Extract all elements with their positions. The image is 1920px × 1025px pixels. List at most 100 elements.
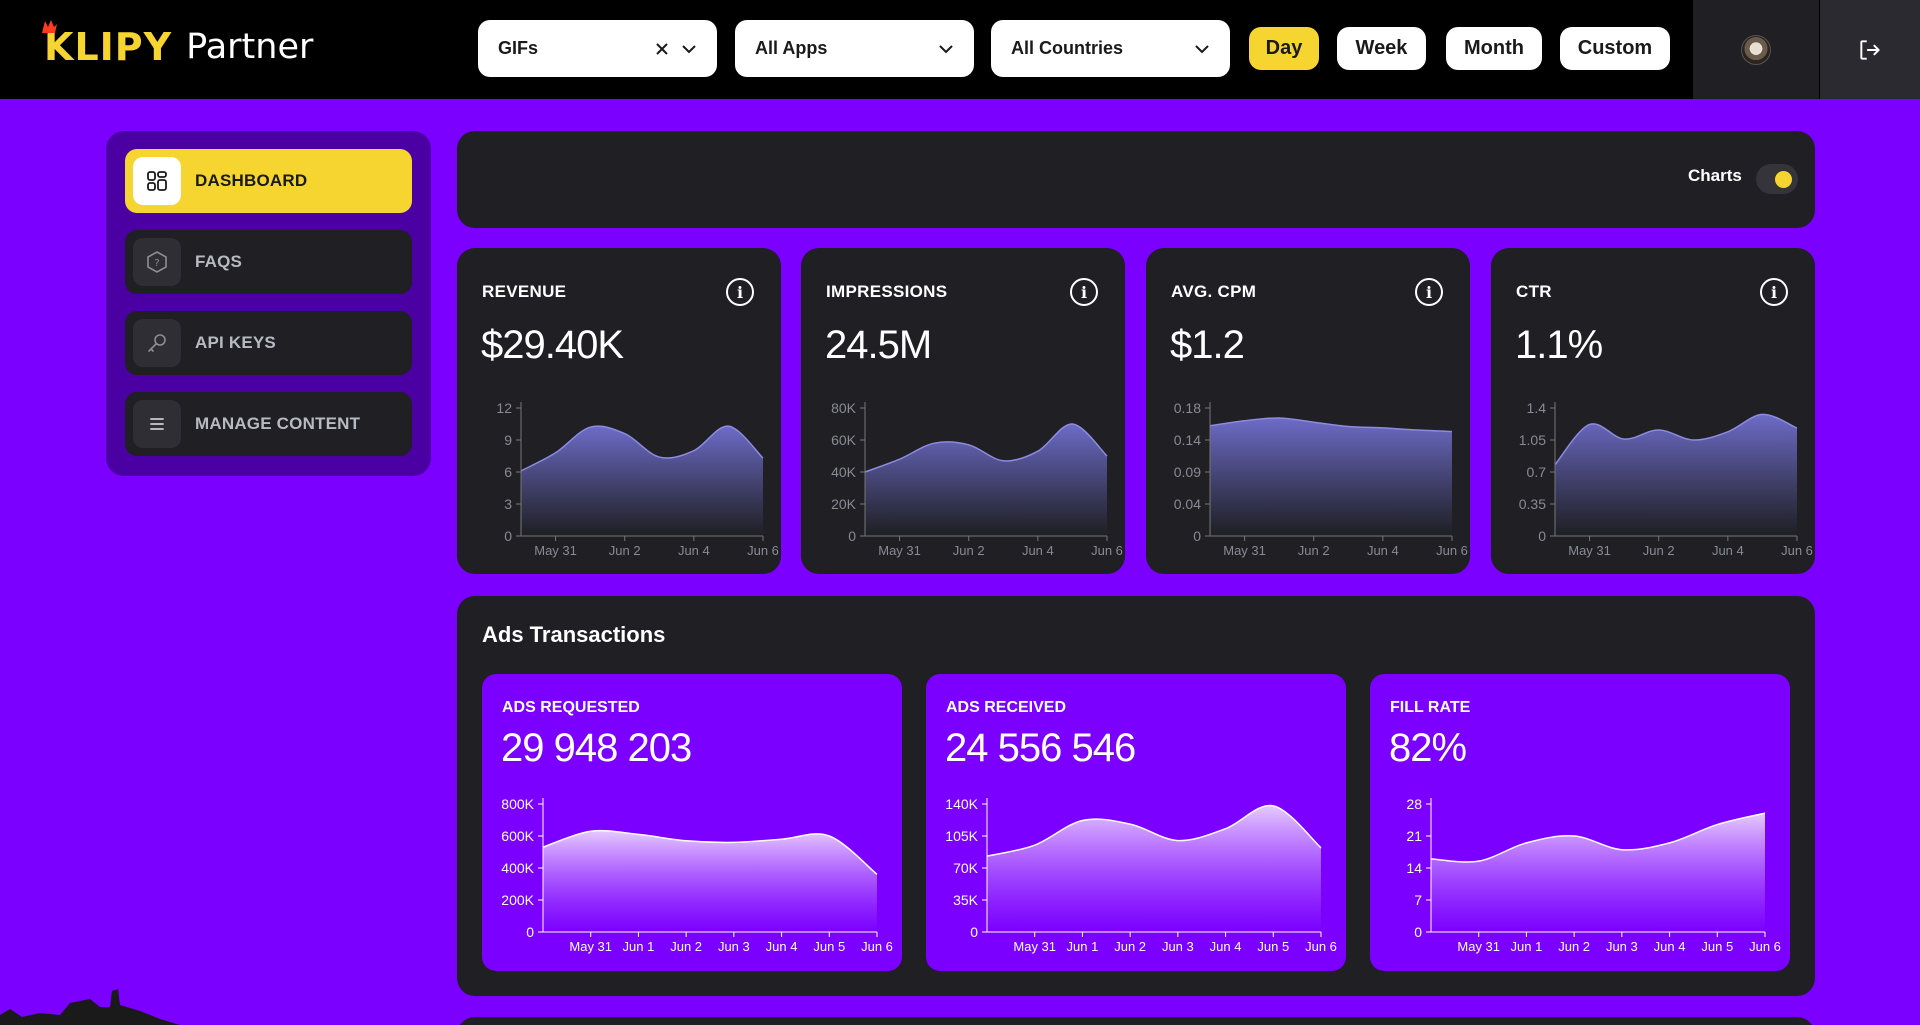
x-tick-label: Jun 5 [1701,939,1733,954]
card-value: 24 556 546 [945,726,1136,770]
x-tick-label: Jun 2 [1558,939,1590,954]
profile-button[interactable] [1693,0,1819,99]
x-tick-label: May 31 [878,543,921,558]
info-icon[interactable]: i [1070,278,1098,306]
period-month-button[interactable]: Month [1446,27,1542,70]
y-tick-label: 0.04 [1174,496,1201,512]
chart-series-line [986,804,1322,857]
x-tick-label: Jun 6 [747,543,779,558]
revenue-card: REVENUE i $29.40K 0 3 6 9 12 May 31 Jun 2 Jun 4… [457,248,781,574]
chart-area [521,426,763,536]
y-tick-label: 7 [1414,892,1422,908]
sidebar-item-dashboard[interactable]: DASHBOARD [125,149,412,213]
ads-requested-chart: 0 200K 400K 600K 800K May 31 Jun 1 Jun 2 Jun 3 Ju… [501,796,893,954]
content-type-select[interactable]: GIFs [478,20,717,77]
x-tick-label: Jun 2 [670,939,702,954]
y-tick-label: 800K [501,796,534,812]
x-tick-label: Jun 3 [1606,939,1638,954]
chart-area [543,830,877,932]
y-tick-label: 80K [831,400,857,416]
period-day-button[interactable]: Day [1249,27,1319,70]
x-tick-label: Jun 2 [609,543,641,558]
card-title: CTR [1516,282,1552,301]
x-tick-label: May 31 [1457,939,1500,954]
apps-select[interactable]: All Apps [735,20,974,77]
x-tick-label: May 31 [534,543,577,558]
chart-series-line [1554,413,1798,466]
sidebar-item-label: FAQS [195,252,243,271]
sidebar-item-label: DASHBOARD [195,171,308,190]
y-tick-label: 35K [953,892,979,908]
avg-cpm-chart: 0 0.04 0.09 0.14 0.18 May 31 Jun 2 Jun 4 Jun 6 [1174,400,1468,558]
impressions-card: IMPRESSIONS i 24.5M 0 20K 40K 60K 80K May 31 J… [801,248,1125,574]
x-tick-label: Jun 4 [1712,543,1744,558]
chart-series-line [1430,812,1766,863]
chart-series-line [520,425,764,472]
x-tick-label: Jun 4 [766,939,798,954]
x-tick-label: Jun 2 [1643,543,1675,558]
ads-requested-card: ADS REQUESTED 29 948 203 0 200K 400K 600K 80… [482,674,902,971]
card-value: $1.2 [1170,323,1245,367]
y-tick-label: 9 [504,432,512,448]
card-value: 29 948 203 [501,726,692,770]
key-icon [133,319,181,367]
x-tick-label: Jun 6 [1781,543,1813,558]
revenue-chart: 0 3 6 9 12 May 31 Jun 2 Jun 4 Jun 6 [496,400,779,558]
impressions-chart: 0 20K 40K 60K 80K May 31 Jun 2 Jun 4 Jun 6 [831,400,1123,558]
y-tick-label: 0 [848,528,856,544]
card-title: ADS REQUESTED [502,699,640,716]
y-tick-label: 1.05 [1519,432,1546,448]
info-icon[interactable]: i [1760,278,1788,306]
question-hex-icon: ? [133,238,181,286]
sidebar-item-api-keys[interactable]: API KEYS [125,311,412,375]
chart-area [865,423,1107,536]
sidebar-item-faqs[interactable]: ? FAQS [125,230,412,294]
card-value: 1.1% [1515,323,1603,367]
rooster-icon [42,20,57,33]
y-tick-label: 0 [970,924,978,940]
info-icon[interactable]: i [726,278,754,306]
y-tick-label: 21 [1406,828,1422,844]
y-tick-label: 28 [1406,796,1422,812]
toggle-knob [1775,171,1792,188]
apps-value: All Apps [755,38,828,58]
y-tick-label: 0 [526,924,534,940]
x-tick-label: Jun 3 [718,939,750,954]
clear-icon[interactable] [655,42,669,56]
logout-button[interactable] [1820,0,1920,99]
ads-transactions-panel: Ads Transactions ADS REQUESTED 29 948 20… [457,596,1815,996]
chart-area [987,805,1321,932]
x-tick-label: Jun 4 [678,543,710,558]
y-tick-label: 0.09 [1174,464,1201,480]
x-tick-label: Jun 5 [813,939,845,954]
x-tick-label: Jun 3 [1162,939,1194,954]
countries-select[interactable]: All Countries [991,20,1230,77]
y-tick-label: 3 [504,496,512,512]
avatar [1741,34,1771,65]
logout-icon [1860,39,1880,60]
y-tick-label: 400K [501,860,534,876]
y-tick-label: 70K [953,860,979,876]
klipy-partner-logo[interactable]: KLIPY Partner [42,20,313,72]
svg-text:?: ? [154,258,159,269]
x-tick-label: Jun 4 [1210,939,1242,954]
chevron-down-icon [939,44,953,53]
chart-series-line [1209,417,1453,433]
y-tick-label: 0 [1193,528,1201,544]
period-week-button[interactable]: Week [1337,27,1426,70]
x-tick-label: Jun 6 [1749,939,1781,954]
period-custom-button[interactable]: Custom [1560,27,1670,70]
y-tick-label: 40K [831,464,857,480]
chart-series-line [864,423,1108,473]
card-value: $29.40K [481,323,624,367]
info-icon[interactable]: i [1415,278,1443,306]
y-tick-label: 0.35 [1519,496,1546,512]
x-tick-label: Jun 1 [1067,939,1099,954]
x-tick-label: Jun 6 [1305,939,1337,954]
klipy-logo-mark: KLIPY [42,20,172,69]
charts-toggle[interactable] [1756,164,1798,194]
card-value: 24.5M [825,323,932,367]
y-tick-label: 0 [1414,924,1422,940]
sidebar-item-manage-content[interactable]: MANAGE CONTENT [125,392,412,456]
chart-area [1555,414,1797,536]
